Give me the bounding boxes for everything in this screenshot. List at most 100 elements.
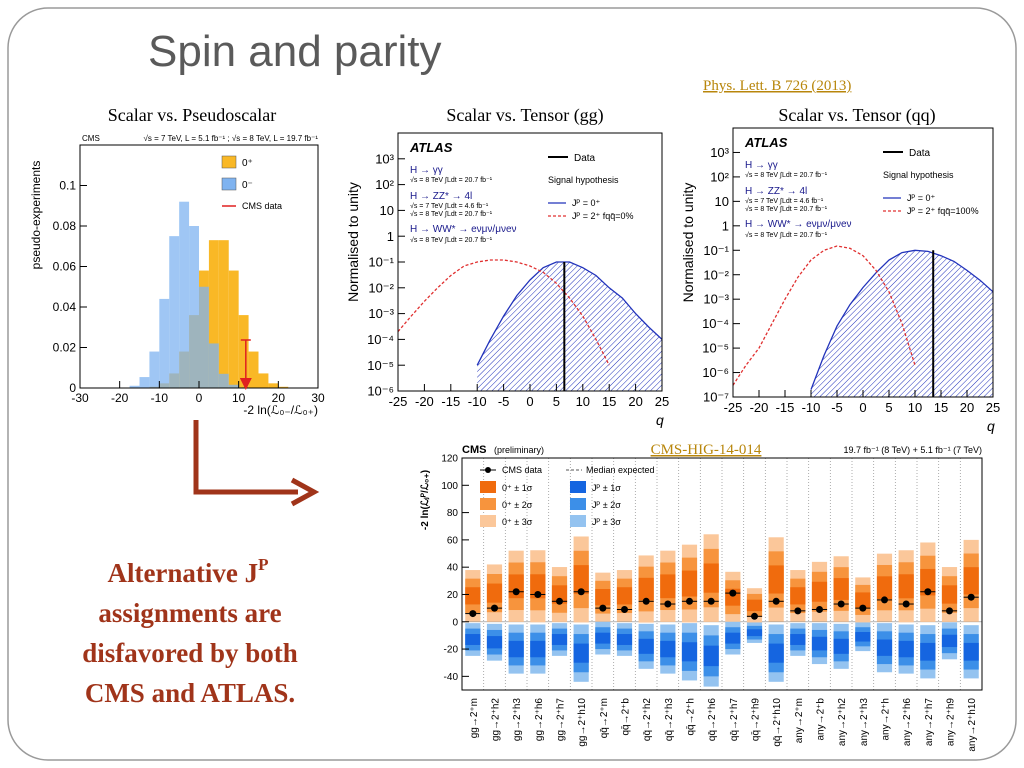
y-tick-label: 1 <box>387 229 394 244</box>
histogram-bar <box>199 286 209 388</box>
histogram-bar <box>238 315 249 388</box>
legend-swatch <box>221 177 237 191</box>
x-tick-label: 5 <box>885 400 892 415</box>
legend-label: 0⁺ ± 1σ <box>502 483 533 493</box>
x-tick-label: gg→2⁺h6 <box>534 698 545 742</box>
annotation: H → WW* → eνμν/μνeν <box>745 219 852 230</box>
x-tick-label: 10 <box>232 391 246 405</box>
sigma-band <box>616 587 633 605</box>
series-line <box>732 245 916 386</box>
sigma-band <box>681 642 698 662</box>
y-tick-label: 10⁻³ <box>368 306 394 321</box>
sigma-band <box>746 599 763 612</box>
y-tick-label: -20 <box>444 645 459 656</box>
x-tick-label: -25 <box>389 394 408 409</box>
x-tick-label: 20 <box>960 400 974 415</box>
x-tick-label: any→2⁺h3 <box>859 698 870 747</box>
x-tick-label: qq̄→2⁺h3 <box>664 698 675 742</box>
series-line <box>810 249 994 390</box>
legend-label: Median expected <box>586 465 655 475</box>
experiment-label: CMS <box>462 444 486 456</box>
legend-swatch <box>570 481 586 493</box>
y-tick-label: 80 <box>447 508 459 519</box>
y-tick-label: 10⁻² <box>368 280 394 295</box>
y-tick-label: 120 <box>441 454 458 465</box>
y-axis-label: -2 ln(ℒⱼᴾ/ℒ₀₊) <box>420 470 431 530</box>
legend-swatch <box>480 515 496 527</box>
x-tick-label: 20 <box>628 394 642 409</box>
x-axis-label: -2 ln(ℒ₀₋/ℒ₀₊) <box>243 403 318 417</box>
x-tick-label: -15 <box>441 394 460 409</box>
sigma-band <box>768 643 784 663</box>
histogram-bar <box>208 240 219 388</box>
sigma-band <box>573 565 589 594</box>
sigma-band <box>530 640 546 658</box>
reference-link[interactable]: CMS-HIG-14-014 <box>651 442 762 458</box>
legend-label: Data <box>574 153 596 164</box>
sigma-band <box>595 632 611 644</box>
x-tick-label: qq̄→2⁺h9 <box>751 698 762 742</box>
legend-title: Signal hypothesis <box>883 170 954 180</box>
y-tick-label: 0.08 <box>53 219 77 233</box>
annotation: H → γγ <box>745 160 778 171</box>
sigma-band <box>681 570 698 597</box>
x-tick-label: -30 <box>71 391 89 405</box>
sigma-band <box>941 585 958 604</box>
sigma-band <box>660 574 676 599</box>
y-tick-label: 10⁻⁴ <box>367 332 394 347</box>
y-tick-label: 10 <box>715 194 729 209</box>
y-tick-label: 10³ <box>710 145 729 160</box>
y-tick-label: 10² <box>710 169 729 184</box>
x-tick-label: any→2⁺h9 <box>946 698 957 747</box>
x-tick-label: -5 <box>831 400 843 415</box>
sigma-band <box>616 634 633 645</box>
status-label: (preliminary) <box>494 445 544 455</box>
sigma-band <box>811 636 828 651</box>
x-tick-label: 15 <box>602 394 616 409</box>
panel-heading: Scalar vs. Pseudoscalar <box>108 105 276 125</box>
histogram-bar <box>218 373 229 388</box>
series-line <box>476 261 663 366</box>
annotation: √s = 8 TeV ∫Ldt = 20.7 fb⁻¹ <box>410 236 493 244</box>
sigma-band <box>790 634 806 645</box>
legend-swatch <box>221 155 237 169</box>
annotation: √s = 7 TeV ∫Ldt = 4.6 fb⁻¹ <box>745 197 824 205</box>
statement-line: CMS and ATLAS. <box>85 678 295 708</box>
sigma-band <box>638 638 654 654</box>
x-tick-label: 25 <box>986 400 1000 415</box>
histogram-bar <box>169 236 180 388</box>
reference-link[interactable]: Phys. Lett. B 726 (2013) <box>703 78 851 94</box>
annotation: √s = 8 TeV ∫Ldt = 20.7 fb⁻¹ <box>410 210 493 218</box>
y-tick-label: 0.1 <box>59 179 76 193</box>
y-tick-label: 20 <box>447 590 459 601</box>
sigma-band <box>833 578 849 600</box>
legend-label: 0⁺ ± 2σ <box>502 500 533 510</box>
legend-label: Jᴾ = 2⁺ fqq̄=100% <box>907 206 979 216</box>
lumi-label: 19.7 fb⁻¹ (8 TeV) + 5.1 fb⁻¹ (7 TeV) <box>844 445 983 455</box>
sigma-band <box>855 632 871 642</box>
x-tick-label: 0 <box>196 391 203 405</box>
x-tick-label: -20 <box>111 391 129 405</box>
sigma-band <box>508 640 524 658</box>
panel-heading: Scalar vs. Tensor (qq) <box>778 105 935 126</box>
x-tick-label: 20 <box>272 391 286 405</box>
statement-line: disfavored by both <box>82 638 298 668</box>
legend-swatch <box>480 481 496 493</box>
sigma-band <box>465 587 481 605</box>
y-tick-label: 10³ <box>375 151 394 166</box>
annotation: H → γγ <box>410 165 443 176</box>
sigma-band <box>530 574 546 599</box>
histogram-bar <box>258 373 269 388</box>
y-tick-label: 1 <box>722 218 729 233</box>
panel-heading: Scalar vs. Tensor (gg) <box>446 105 603 126</box>
x-tick-label: 25 <box>655 394 669 409</box>
legend-label: Jᴾ ± 2σ <box>592 500 621 510</box>
annotation: √s = 8 TeV ∫Ldt = 20.7 fb⁻¹ <box>410 176 493 184</box>
x-tick-label: any→2⁺h6 <box>902 698 913 747</box>
series-line <box>397 259 610 366</box>
histogram-bar <box>228 384 239 388</box>
annotation: √s = 7 TeV ∫Ldt = 4.6 fb⁻¹ <box>410 202 489 210</box>
histogram-bar <box>208 343 219 388</box>
legend-swatch <box>570 515 586 527</box>
